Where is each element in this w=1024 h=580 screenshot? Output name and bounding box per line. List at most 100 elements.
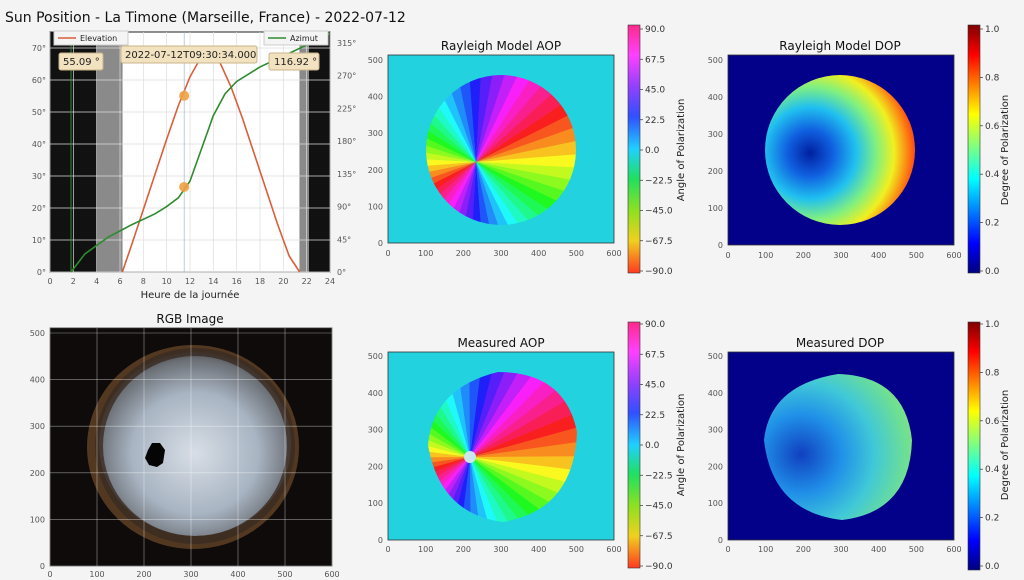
colorbar-tick-label: −45.0 (645, 502, 673, 512)
x-tick-label: 4 (94, 277, 99, 286)
y-tick-label: 0 (378, 536, 383, 545)
colorbar-tick-label: 90.0 (645, 320, 665, 330)
measured-dop-colorbar (967, 321, 981, 571)
legend-elevation-label: Elevation (80, 34, 117, 43)
x-tick-label: 300 (493, 249, 508, 258)
aop-wedge (476, 162, 531, 225)
x-tick-label: 400 (230, 570, 245, 579)
legend-elevation: Elevation (53, 30, 129, 46)
marker-azimut (179, 181, 190, 192)
y-tick-label: 300 (368, 129, 383, 138)
x-tick-label: 600 (606, 249, 621, 258)
y-tick-label: 500 (30, 329, 45, 338)
figure-title: Sun Position - La Timone (Marseille, Fra… (5, 10, 406, 26)
y-tick-label: 100 (30, 515, 45, 524)
colorbar-tick-label: 0.0 (985, 562, 1000, 572)
aop-wedge (476, 75, 555, 162)
colorbar-tick-label: −67.5 (645, 237, 673, 247)
aop-wedge (476, 94, 576, 162)
y-left-tick-label: 20° (32, 204, 46, 213)
colorbar-tick-label: −22.5 (645, 471, 673, 481)
rayleigh-aop-panel: Rayleigh Model AOP 0 100 200 300 400 500 600 0 1… (368, 24, 687, 277)
aop-wedge (426, 123, 476, 162)
rayleigh-dop-colorbar-ticks: 1.0 0.8 0.6 0.4 0.2 0.0 (980, 25, 1000, 277)
colorbar-tick-label: 0.2 (985, 219, 999, 229)
rgb-image-ticks: 0 100 200 300 400 500 600 0 100 200 300 400 500 (30, 329, 340, 579)
measured-aop-panel: Measured AOP 0 100 200 300 400 500 600 0 100 200 3… (368, 320, 687, 572)
aop-wedge (428, 457, 470, 477)
colorbar-tick-label: 67.5 (645, 55, 665, 65)
sun-occulter (145, 443, 165, 467)
x-tick-label: 200 (456, 249, 471, 258)
aop-wedge (476, 75, 515, 162)
aop-wedge (426, 95, 476, 162)
elevation-annotation: 55.09 ° (58, 52, 104, 71)
x-tick-label: 0 (47, 570, 52, 579)
x-tick-label: 400 (871, 251, 886, 260)
azimut-annotation: 116.92 ° (268, 52, 320, 71)
measured-aop-colorbar-label: Angle of Polarization (676, 394, 687, 497)
rayleigh-dop-panel: Rayleigh Model DOP 0 100 200 300 400 500 600 0 1… (708, 24, 1011, 277)
twilight-span (299, 32, 309, 272)
aop-wedge (476, 81, 576, 162)
colorbar-tick-label: −22.5 (645, 176, 673, 186)
y-left-tick-label: 40° (32, 140, 46, 149)
aop-wedge (470, 457, 557, 522)
y-left-tick-label: 60° (32, 76, 46, 85)
measured-aop-colorbar (627, 321, 641, 569)
colorbar-tick-label: 22.5 (645, 411, 665, 421)
aop-wedge (426, 162, 476, 202)
aop-wedge (470, 372, 556, 457)
colorbar-tick-label: 0.8 (985, 368, 1000, 378)
gridlines (49, 32, 331, 273)
y-tick-label: 200 (708, 462, 723, 471)
y-tick-label: 300 (708, 130, 723, 139)
x-tick-label: 600 (946, 545, 961, 554)
aop-wedge (428, 457, 470, 512)
aop-wedge (428, 372, 470, 457)
measured-dop-title: Measured DOP (796, 336, 884, 350)
x-tick-label: 0 (725, 545, 730, 554)
marker-elevation (179, 90, 190, 101)
x-tick-label: 12 (185, 277, 195, 286)
elevation-annotation-text: 55.09 ° (63, 57, 100, 68)
y-tick-label: 500 (368, 352, 383, 361)
aop-wedge (428, 420, 470, 457)
measured-dop-disk (764, 374, 912, 520)
aop-wedge (428, 387, 470, 457)
y-tick-label: 400 (708, 93, 723, 102)
colorbar-tick-label: 90.0 (645, 25, 665, 35)
rayleigh-aop-title: Rayleigh Model AOP (441, 39, 561, 53)
aop-wedge (470, 457, 508, 522)
x-tick-label: 200 (796, 251, 811, 260)
aop-wedge (470, 457, 570, 522)
aop-wedge (476, 162, 557, 225)
night-shading (50, 32, 330, 272)
measured-dop-colorbar-ticks: 1.0 0.8 0.6 0.4 0.2 0.0 (980, 320, 1000, 572)
aop-wedge (428, 457, 470, 495)
aop-wedge (470, 457, 490, 522)
measured-dop-ticks: 0 100 200 300 400 500 600 0 100 200 300 400 500 (708, 352, 962, 554)
y-tick-label: 400 (368, 389, 383, 398)
aop-wedge (476, 137, 576, 162)
y-tick-label: 0 (718, 536, 723, 545)
x-tick-label: 100 (418, 249, 433, 258)
aop-wedge (466, 75, 484, 162)
rgb-image-panel: RGB Image 0 100 200 300 400 500 600 0 100 200 300 4… (30, 312, 340, 579)
aop-wedge (476, 162, 568, 225)
legend-azimut: Azimut (263, 30, 329, 46)
colorbar-tick-label: −45.0 (645, 207, 673, 217)
tick-labels: 0 2 4 6 8 10 12 14 16 18 20 22 240°10°20°30°40°50°60… (32, 39, 356, 286)
x-tick-label: 100 (89, 570, 104, 579)
y-tick-label: 200 (368, 462, 383, 471)
colorbar-tick-label: 45.0 (645, 381, 665, 391)
aop-wedge (451, 75, 476, 162)
x-tick-label: 0 (47, 277, 52, 286)
x-tick-label: 22 (302, 277, 312, 286)
measured-dop-colorbar-label: Degree of Polarization (1000, 390, 1011, 501)
y-tick-label: 100 (708, 204, 723, 213)
colorbar-tick-label: 0.2 (985, 514, 999, 524)
colorbar-tick-label: 0.4 (985, 465, 1000, 475)
measured-aop-ticks: 0 100 200 300 400 500 600 0 100 200 300 400 500 (368, 352, 622, 554)
